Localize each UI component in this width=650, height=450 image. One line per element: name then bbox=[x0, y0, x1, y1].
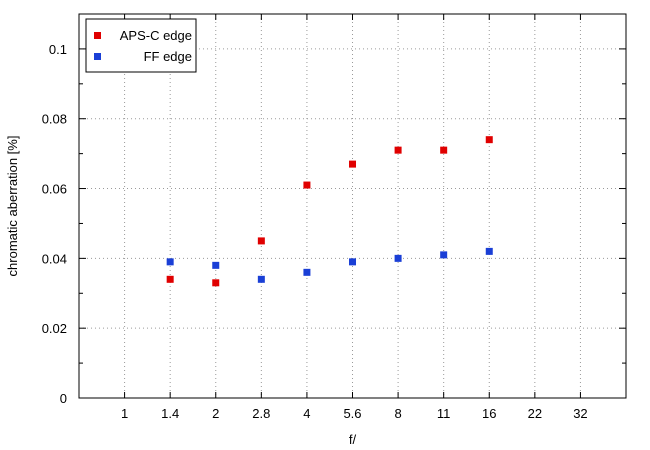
x-tick-label: 16 bbox=[482, 406, 496, 421]
data-point-series-2 bbox=[257, 275, 265, 283]
x-tick-label: 1.4 bbox=[161, 406, 179, 421]
data-point-series-1 bbox=[166, 275, 174, 283]
data-points bbox=[166, 136, 493, 287]
x-tick-label: 2.8 bbox=[252, 406, 270, 421]
legend-marker bbox=[94, 53, 101, 60]
y-tick-label: 0 bbox=[60, 391, 67, 406]
x-tick-label: 5.6 bbox=[343, 406, 361, 421]
x-tick-label: 11 bbox=[437, 406, 451, 421]
legend-label: FF edge bbox=[144, 49, 192, 64]
data-point-series-2 bbox=[212, 261, 220, 269]
x-tick-label: 2 bbox=[212, 406, 219, 421]
data-point-series-1 bbox=[212, 279, 220, 287]
y-axis-title: chromatic aberration [%] bbox=[5, 136, 20, 277]
y-tick-labels: 0 0.02 0.04 0.06 0.08 0.1 bbox=[42, 42, 67, 406]
legend-box bbox=[85, 18, 197, 73]
data-point-series-2 bbox=[349, 258, 357, 266]
x-tick-label: 1 bbox=[121, 406, 128, 421]
grid-lines bbox=[79, 14, 626, 399]
data-point-series-2 bbox=[440, 251, 448, 259]
axis-ticks bbox=[79, 14, 626, 399]
x-tick-label: 32 bbox=[573, 406, 587, 421]
data-point-series-1 bbox=[440, 146, 448, 154]
x-tick-label: 4 bbox=[303, 406, 310, 421]
y-tick-label: 0.06 bbox=[42, 182, 67, 197]
plot-frame bbox=[78, 13, 627, 399]
x-tick-label: 8 bbox=[394, 406, 401, 421]
data-point-series-1 bbox=[257, 237, 265, 245]
data-point-series-1 bbox=[485, 136, 493, 144]
data-point-series-2 bbox=[485, 247, 493, 255]
legend-label: APS-C edge bbox=[120, 28, 192, 43]
data-point-series-2 bbox=[303, 268, 311, 276]
data-point-series-1 bbox=[303, 181, 311, 189]
data-point-series-1 bbox=[394, 146, 402, 154]
x-axis-title: f/ bbox=[349, 432, 357, 447]
data-point-series-2 bbox=[166, 258, 174, 266]
y-tick-label: 0.08 bbox=[42, 112, 67, 127]
legend-marker bbox=[94, 32, 101, 39]
legend: APS-C edge FF edge bbox=[85, 18, 197, 73]
x-tick-label: 22 bbox=[528, 406, 542, 421]
data-point-series-2 bbox=[394, 254, 402, 262]
y-tick-label: 0.02 bbox=[42, 321, 67, 336]
data-point-series-1 bbox=[349, 160, 357, 168]
y-tick-label: 0.04 bbox=[42, 251, 67, 266]
x-tick-labels: 1 1.4 2 2.8 4 5.6 8 11 16 22 32 bbox=[121, 406, 588, 421]
y-tick-label: 0.1 bbox=[49, 42, 67, 57]
